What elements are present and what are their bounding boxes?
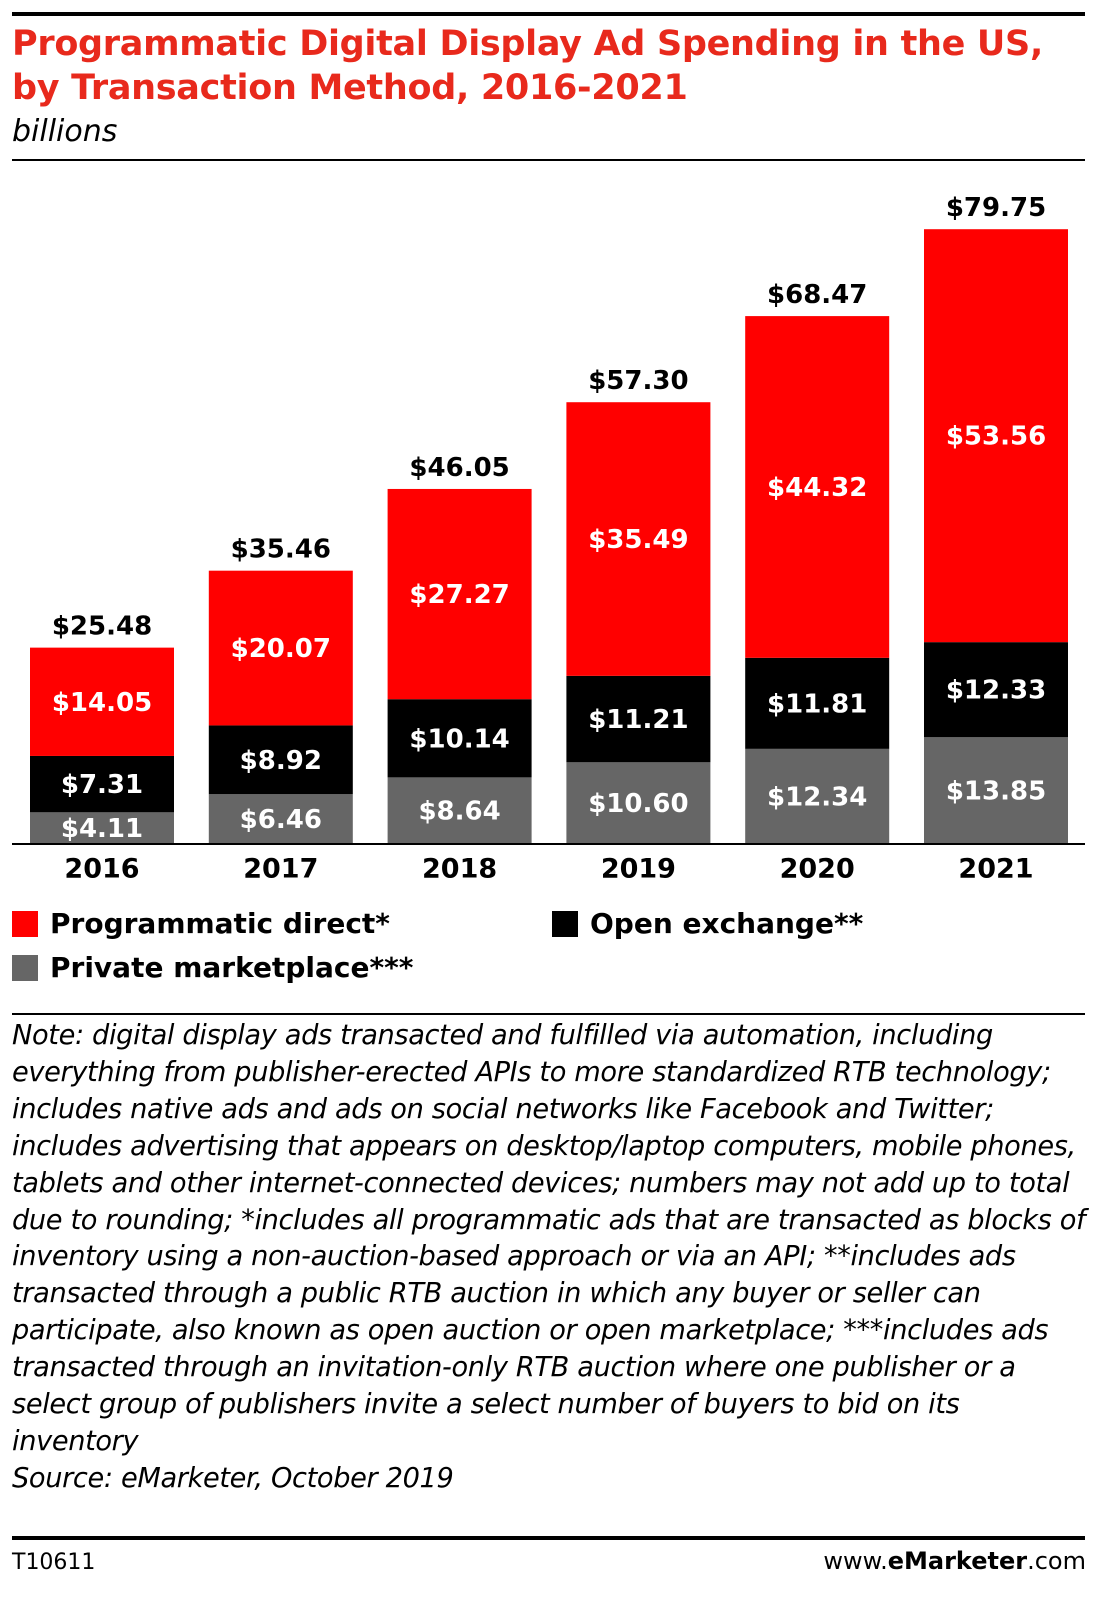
footnote: Note: digital display ads transacted and… <box>12 1018 1087 1498</box>
total-label-2016: $25.48 <box>52 612 152 642</box>
chart-title: Programmatic Digital Display Ad Spending… <box>12 24 1043 108</box>
bar-open-exchange-2021 <box>924 642 1068 738</box>
legend-label-programmatic-direct: Programmatic direct* <box>50 907 390 940</box>
x-tick-label-2018: 2018 <box>422 854 497 885</box>
bar-programmatic-direct-2017 <box>208 570 353 726</box>
x-tick-label-2016: 2016 <box>64 854 139 885</box>
title-divider <box>12 159 1085 161</box>
bar-open-exchange-2017 <box>208 725 353 795</box>
site-suffix: .com <box>1027 1547 1086 1575</box>
stacked-bar-chart: $4.11 $7.31 $14.05 $25.48 2016 $6.46 $8.92 $20.… <box>12 193 1085 885</box>
value-label-programmatic-direct-2017: $20.07 <box>231 634 331 664</box>
value-label-private-marketplace-2016: $4.11 <box>61 814 143 844</box>
value-label-open-exchange-2018: $10.14 <box>409 724 509 754</box>
total-label-2021: $79.75 <box>946 193 1046 223</box>
site-brand: eMarketer <box>887 1547 1028 1575</box>
legend-open-exchange: Open exchange** <box>552 907 863 941</box>
site-link[interactable]: www.eMarketer.com <box>823 1546 1086 1576</box>
top-rule <box>12 12 1085 16</box>
bar-private-marketplace-2018 <box>387 777 532 844</box>
legend-swatch-open-exchange <box>552 911 578 937</box>
bar-programmatic-direct-2018 <box>387 488 532 700</box>
value-label-programmatic-direct-2016: $14.05 <box>52 688 152 718</box>
value-label-programmatic-direct-2020: $44.32 <box>767 473 867 503</box>
bar-private-marketplace-2017 <box>208 794 353 844</box>
value-label-private-marketplace-2017: $6.46 <box>240 805 322 835</box>
note-text: Note: digital display ads transacted and… <box>12 1020 1086 1457</box>
footer-rule <box>12 1536 1085 1540</box>
value-label-programmatic-direct-2021: $53.56 <box>946 422 1046 452</box>
bar-programmatic-direct-2016 <box>30 647 174 756</box>
bar-programmatic-direct-2020 <box>745 316 890 658</box>
legend-programmatic-direct: Programmatic direct* <box>12 907 390 941</box>
value-label-private-marketplace-2019: $10.60 <box>588 789 688 819</box>
value-label-programmatic-direct-2018: $27.27 <box>409 580 509 610</box>
value-label-open-exchange-2021: $12.33 <box>946 676 1046 706</box>
note-divider <box>12 1013 1085 1015</box>
chart-id: T10611 <box>12 1550 96 1575</box>
bars-layer <box>30 229 1068 844</box>
value-label-open-exchange-2019: $11.21 <box>588 705 688 735</box>
value-label-private-marketplace-2021: $13.85 <box>946 777 1046 807</box>
bar-private-marketplace-2016 <box>30 812 174 844</box>
source-text: Source: eMarketer, October 2019 <box>12 1462 454 1494</box>
value-label-open-exchange-2020: $11.81 <box>767 689 867 719</box>
x-tick-label-2021: 2021 <box>958 854 1033 885</box>
chart-subtitle: billions <box>12 114 118 149</box>
legend-label-open-exchange: Open exchange** <box>590 907 864 940</box>
x-tick-label-2017: 2017 <box>243 854 318 885</box>
total-label-2017: $35.46 <box>231 535 331 565</box>
value-label-open-exchange-2016: $7.31 <box>61 770 143 800</box>
bar-programmatic-direct-2021 <box>924 229 1068 643</box>
legend-private-marketplace: Private marketplace*** <box>12 951 413 985</box>
bar-open-exchange-2020 <box>745 657 890 749</box>
bar-private-marketplace-2019 <box>566 762 711 844</box>
value-label-private-marketplace-2020: $12.34 <box>767 782 867 812</box>
bar-open-exchange-2018 <box>387 699 532 778</box>
value-label-open-exchange-2017: $8.92 <box>240 746 322 776</box>
value-label-private-marketplace-2018: $8.64 <box>418 797 500 827</box>
site-prefix: www. <box>823 1547 888 1575</box>
x-tick-label-2020: 2020 <box>780 854 855 885</box>
labels-layer: $4.11 $7.31 $14.05 $25.48 2016 $6.46 $8.92 $20.… <box>52 193 1046 884</box>
x-tick-label-2019: 2019 <box>601 854 676 885</box>
total-label-2019: $57.30 <box>588 366 688 396</box>
bar-private-marketplace-2020 <box>745 748 890 844</box>
value-label-programmatic-direct-2019: $35.49 <box>588 525 688 555</box>
bar-private-marketplace-2021 <box>924 737 1068 844</box>
legend-swatch-private-marketplace <box>12 955 38 981</box>
bar-open-exchange-2019 <box>566 675 711 763</box>
bar-programmatic-direct-2019 <box>566 402 711 676</box>
total-label-2020: $68.47 <box>767 280 867 310</box>
legend-swatch-programmatic-direct <box>12 911 38 937</box>
bar-open-exchange-2016 <box>30 755 174 813</box>
total-label-2018: $46.05 <box>409 453 509 483</box>
legend-label-private-marketplace: Private marketplace*** <box>50 951 414 984</box>
